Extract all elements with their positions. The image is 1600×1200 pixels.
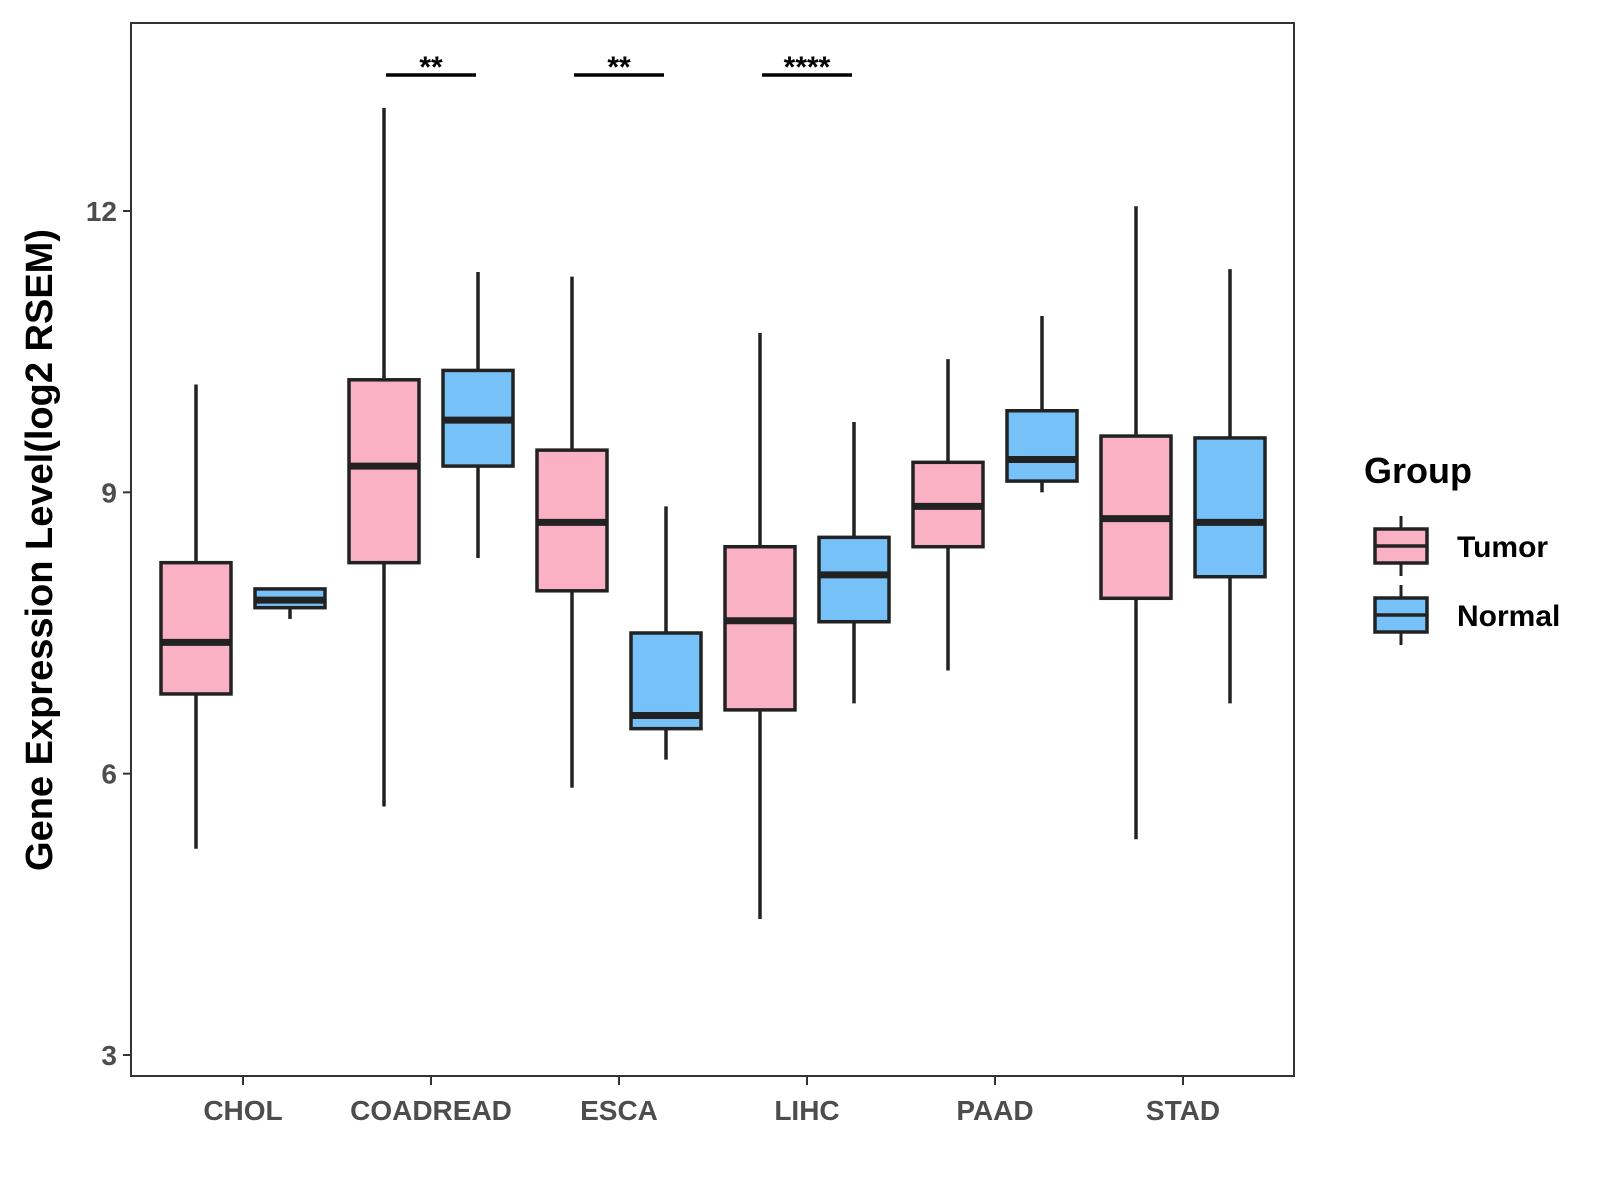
box-normal-coadread — [441, 271, 515, 558]
box-body — [1005, 408, 1079, 483]
y-tick-label: 6 — [101, 759, 117, 790]
legend: Group Tumor Normal — [1364, 450, 1560, 645]
box-normal-lihc — [817, 422, 891, 704]
box-tumor-paad — [911, 359, 985, 671]
box-body — [1193, 436, 1267, 579]
x-tick-label: STAD — [1146, 1095, 1220, 1126]
legend-entry-normal: Normal — [1373, 585, 1560, 645]
y-tick-label: 3 — [101, 1040, 117, 1071]
box-tumor-stad — [1099, 206, 1173, 840]
box-tumor-lihc — [723, 332, 797, 920]
legend-label: Normal — [1457, 600, 1560, 633]
box-tumor-coadread — [347, 107, 421, 807]
box-tumor-esca — [535, 276, 609, 788]
y-axis: 3 6 9 12 — [86, 196, 131, 1071]
box-body — [723, 544, 797, 712]
legend-entry-tumor: Tumor — [1373, 516, 1548, 576]
x-tick-label: PAAD — [956, 1095, 1033, 1126]
box-normal-paad — [1005, 316, 1079, 493]
significance-label: ** — [607, 51, 631, 84]
x-axis: CHOL COADREAD ESCA LIHC PAAD STAD — [203, 1076, 1220, 1126]
box-normal-chol — [253, 587, 327, 619]
x-tick-label: ESCA — [580, 1095, 658, 1126]
x-tick-label: COADREAD — [350, 1095, 512, 1126]
significance-label: ** — [419, 51, 443, 84]
y-tick-label: 12 — [86, 196, 117, 227]
legend-title: Group — [1364, 450, 1472, 491]
significance-layer: ** ** **** — [386, 51, 852, 84]
x-tick-label: LIHC — [774, 1095, 839, 1126]
legend-label: Tumor — [1457, 531, 1548, 564]
box-normal-esca — [629, 506, 703, 760]
y-tick-label: 9 — [101, 477, 117, 508]
x-tick-label: CHOL — [203, 1095, 282, 1126]
legend-entries: Tumor Normal — [1373, 516, 1560, 645]
box-normal-stad — [1193, 269, 1267, 704]
box-body — [347, 378, 421, 565]
box-body — [159, 560, 233, 696]
box-tumor-chol — [159, 384, 233, 849]
box-body — [817, 535, 891, 624]
y-axis-title: Gene Expression Level(log2 RSEM) — [19, 229, 61, 871]
significance-label: **** — [784, 51, 831, 84]
boxes-layer — [159, 107, 1267, 920]
